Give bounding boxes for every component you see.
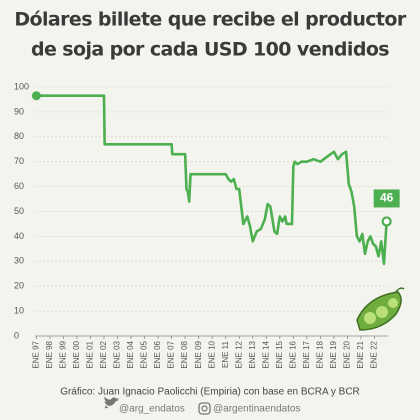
- end-label: 46: [380, 191, 394, 205]
- chart-title: Dólares billete que recibe el productor: [14, 9, 406, 31]
- y-tick-label: 10: [14, 305, 24, 315]
- x-tick-label: ENE 11: [221, 340, 230, 368]
- x-tick-label: ENE 22: [370, 340, 379, 368]
- y-tick-label: 60: [14, 181, 24, 191]
- x-tick-label: ENE 03: [113, 340, 122, 368]
- twitter-icon: [104, 396, 119, 409]
- x-tick-label: ENE 98: [45, 340, 54, 368]
- x-tick-label: ENE 08: [180, 340, 189, 368]
- y-tick-label: 80: [14, 131, 24, 141]
- x-tick-label: ENE 17: [302, 340, 311, 368]
- y-tick-label: 70: [14, 156, 24, 166]
- x-tick-label: ENE 06: [153, 340, 162, 368]
- chart-title: de soja por cada USD 100 vendidos: [31, 39, 389, 61]
- x-tick-label: ENE 09: [194, 340, 203, 368]
- x-tick-label: ENE 12: [234, 340, 243, 368]
- x-tick-label: ENE 02: [99, 340, 108, 368]
- x-tick-label: ENE 01: [86, 340, 95, 368]
- y-tick-label: 40: [14, 231, 24, 241]
- end-marker: [381, 216, 392, 227]
- x-tick-label: ENE 13: [248, 340, 257, 368]
- x-tick-label: ENE 20: [343, 340, 352, 368]
- instagram-handle: @argentinaendatos: [213, 404, 300, 415]
- x-tick-label: ENE 99: [59, 340, 68, 368]
- twitter-handle: @arg_endatos: [119, 404, 185, 415]
- y-tick-label: 50: [14, 206, 24, 216]
- x-tick-label: ENE 15: [275, 340, 284, 368]
- y-tick-label: 90: [14, 106, 24, 116]
- x-tick-label: ENE 21: [356, 340, 365, 368]
- soy-icon: [356, 287, 405, 331]
- start-marker: [31, 91, 41, 101]
- x-tick-label: ENE 05: [140, 340, 149, 368]
- x-tick-label: ENE 97: [31, 340, 40, 368]
- x-tick-label: ENE 07: [167, 340, 176, 368]
- x-tick-label: ENE 16: [288, 340, 297, 368]
- instagram-icon: [198, 402, 211, 415]
- end-label-box: [373, 189, 400, 208]
- x-tick-label: ENE 00: [72, 340, 81, 368]
- y-tick-label: 30: [14, 256, 24, 266]
- source: Gráfico: Juan Ignacio Paolicchi (Empiria…: [60, 387, 360, 398]
- x-tick-label: ENE 14: [261, 340, 270, 368]
- y-tick-label: 20: [14, 281, 24, 291]
- y-tick-label: 0: [14, 330, 19, 340]
- x-tick-label: ENE 19: [329, 340, 338, 368]
- data-line: [36, 94, 388, 266]
- y-tick-label: 100: [14, 81, 29, 91]
- x-tick-label: ENE 18: [315, 340, 324, 368]
- x-tick-label: ENE 10: [207, 340, 216, 368]
- x-tick-label: ENE 04: [126, 340, 135, 368]
- plot-area: 0 10 20 30 40 50 60 70 80 90 100 ENE 97 ENE 98 ENE 99…: [14, 81, 400, 369]
